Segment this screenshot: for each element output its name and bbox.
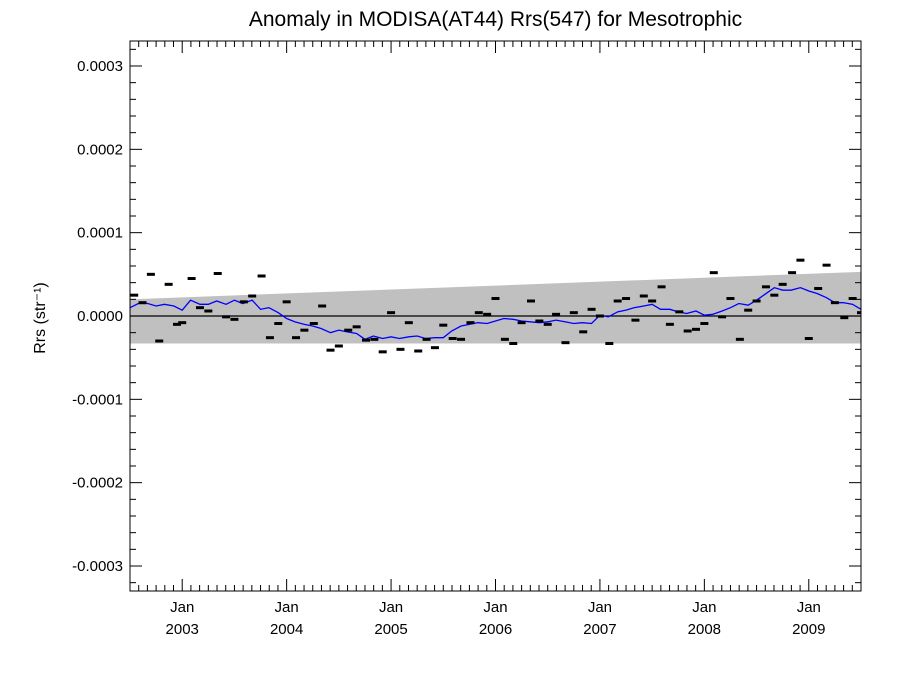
x-tick-year: 2008	[688, 621, 721, 638]
y-axis-label: Rrs (str⁻¹)	[32, 282, 49, 354]
y-tick-label: 0.0000	[77, 308, 123, 325]
anomaly-markers-layer	[130, 258, 861, 354]
x-tick-year: 2004	[270, 621, 303, 638]
y-tick-label: 0.0001	[77, 225, 123, 242]
running-mean-layer	[129, 286, 862, 341]
x-tick-year: 2006	[479, 621, 512, 638]
y-tick-label: 0.0002	[77, 141, 123, 158]
x-tick-month: Jan	[379, 599, 403, 616]
uncertainty-band-layer	[130, 271, 861, 344]
x-tick-month: Jan	[797, 599, 821, 616]
uncertainty-band	[130, 271, 861, 344]
x-tick-year: 2005	[374, 621, 407, 638]
x-tick-month: Jan	[483, 599, 507, 616]
x-tick-month: Jan	[692, 599, 716, 616]
axes-layer	[129, 40, 862, 592]
y-axis-label-text: Rrs (str⁻¹)	[32, 282, 49, 354]
x-tick-month: Jan	[170, 599, 194, 616]
x-tick-year: 2009	[792, 621, 825, 638]
x-tick-month: Jan	[275, 599, 299, 616]
y-tick-label: 0.0003	[77, 58, 123, 75]
running-mean-line	[129, 286, 862, 341]
tick-label-layer: -0.0003 -0.0002 -0.0001 0.0000 0.0001 0.0002 0…	[72, 58, 825, 638]
x-tick-year: 2007	[583, 621, 616, 638]
x-tick-year: 2003	[166, 621, 199, 638]
x-tick-month: Jan	[588, 599, 612, 616]
chart-title: Anomaly in MODISA(AT44) Rrs(547) for Mes…	[248, 8, 743, 31]
y-tick-label: -0.0001	[72, 391, 123, 408]
y-tick-label: -0.0003	[72, 558, 123, 575]
y-tick-label: -0.0002	[72, 475, 123, 492]
